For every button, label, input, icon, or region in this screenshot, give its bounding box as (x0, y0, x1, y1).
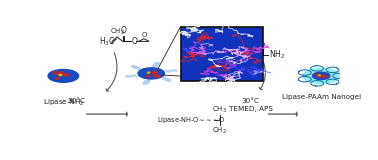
Text: H$_2$C: H$_2$C (240, 45, 257, 57)
Text: Lipase-PAAm Nanogel: Lipase-PAAm Nanogel (282, 94, 361, 100)
Text: O: O (132, 37, 138, 46)
Circle shape (53, 72, 57, 73)
Circle shape (212, 54, 214, 55)
Circle shape (209, 54, 211, 55)
Circle shape (303, 68, 339, 84)
Circle shape (153, 71, 157, 73)
Text: O: O (260, 42, 265, 48)
Circle shape (152, 73, 155, 74)
Circle shape (203, 51, 220, 58)
Circle shape (156, 76, 160, 77)
Circle shape (54, 72, 58, 74)
Circle shape (147, 72, 150, 73)
Circle shape (324, 76, 327, 77)
Circle shape (209, 54, 211, 55)
Text: CH$_3$: CH$_3$ (212, 104, 227, 115)
Text: Lipase-NH-O$\!\sim\!\sim\!\sim\!$O: Lipase-NH-O$\!\sim\!\sim\!\sim\!$O (157, 115, 225, 125)
Circle shape (56, 77, 60, 79)
Circle shape (208, 56, 210, 57)
Text: H$_3$C: H$_3$C (99, 35, 115, 48)
Circle shape (59, 74, 62, 76)
Circle shape (319, 75, 320, 76)
Circle shape (312, 72, 330, 80)
Circle shape (213, 54, 215, 55)
Circle shape (154, 76, 158, 77)
Circle shape (147, 76, 150, 77)
Circle shape (215, 56, 217, 57)
Circle shape (154, 72, 157, 74)
Circle shape (319, 76, 321, 77)
Bar (181, 27, 263, 81)
Circle shape (206, 55, 209, 56)
Circle shape (315, 74, 318, 75)
Circle shape (63, 74, 67, 75)
Text: CH$_2$: CH$_2$ (110, 27, 124, 37)
Text: TEMED, APS: TEMED, APS (229, 106, 273, 112)
Text: 30°C: 30°C (68, 97, 85, 104)
Text: Lipase-NH$_2$: Lipase-NH$_2$ (43, 97, 84, 108)
Circle shape (48, 69, 79, 82)
Text: O: O (141, 32, 147, 38)
Circle shape (65, 74, 69, 76)
Text: 30°C: 30°C (242, 97, 260, 104)
Text: NH$_2$: NH$_2$ (269, 48, 285, 61)
Text: O: O (120, 26, 126, 35)
Text: CH$_2$: CH$_2$ (212, 126, 227, 136)
Circle shape (59, 72, 63, 74)
Circle shape (324, 77, 326, 78)
Circle shape (138, 68, 164, 79)
